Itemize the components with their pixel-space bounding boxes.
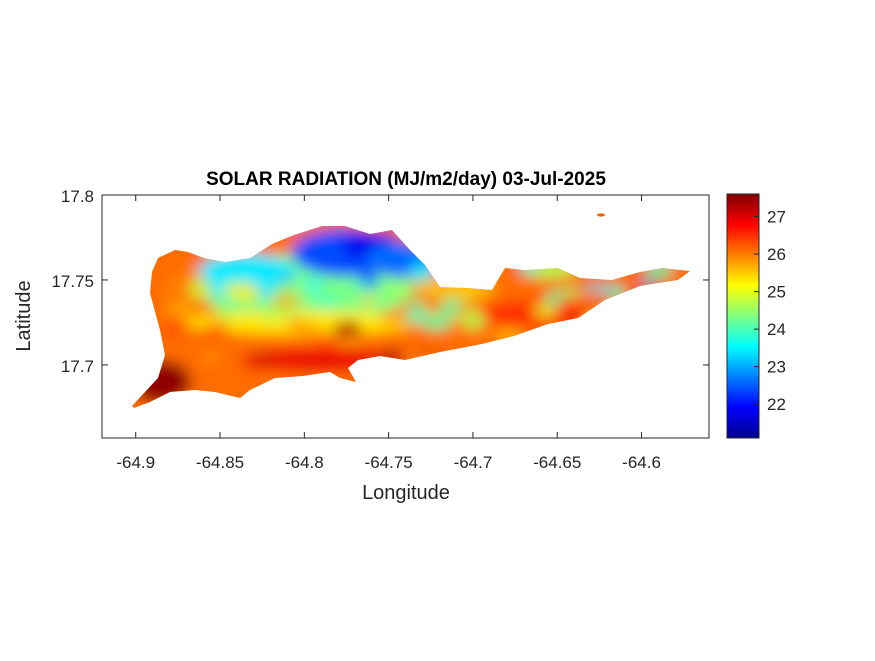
chart-title: SOLAR RADIATION (MJ/m2/day) 03-Jul-2025 [206, 169, 606, 190]
colorbar-tick-label: 27 [767, 208, 786, 227]
colorbar-tick-label: 23 [767, 358, 786, 377]
heatmap-surface [132, 226, 690, 408]
small-islet [597, 213, 605, 217]
x-tick-label: -64.8 [285, 453, 324, 472]
x-tick-label: -64.65 [533, 453, 581, 472]
x-axis-ticks: -64.9 -64.85 -64.8 -64.75 -64.7 -64.65 -64.6 [116, 195, 661, 472]
colorbar-tick-label: 26 [767, 245, 786, 264]
x-tick-label: -64.6 [622, 453, 661, 472]
colorbar: 22 23 24 25 26 27 [726, 193, 786, 439]
colorbar-gradient [726, 193, 760, 439]
plot-area-frame [101, 194, 710, 439]
y-tick-label: 17.7 [61, 357, 94, 376]
x-tick-label: -64.75 [365, 453, 413, 472]
y-tick-label: 17.75 [51, 272, 94, 291]
y-axis-ticks: 17.7 17.75 17.8 [51, 187, 709, 376]
x-tick-label: -64.7 [454, 453, 493, 472]
y-tick-label: 17.8 [61, 187, 94, 206]
x-tick-label: -64.85 [196, 453, 244, 472]
colorbar-tick-label: 22 [767, 395, 786, 414]
x-axis-label: Longitude [362, 482, 450, 504]
colorbar-ticks: 22 23 24 25 26 27 [754, 208, 786, 414]
x-tick-label: -64.9 [116, 453, 155, 472]
y-axis-label: Latitude [13, 280, 35, 351]
colorbar-tick-label: 24 [767, 320, 786, 339]
colorbar-tick-label: 25 [767, 283, 786, 302]
